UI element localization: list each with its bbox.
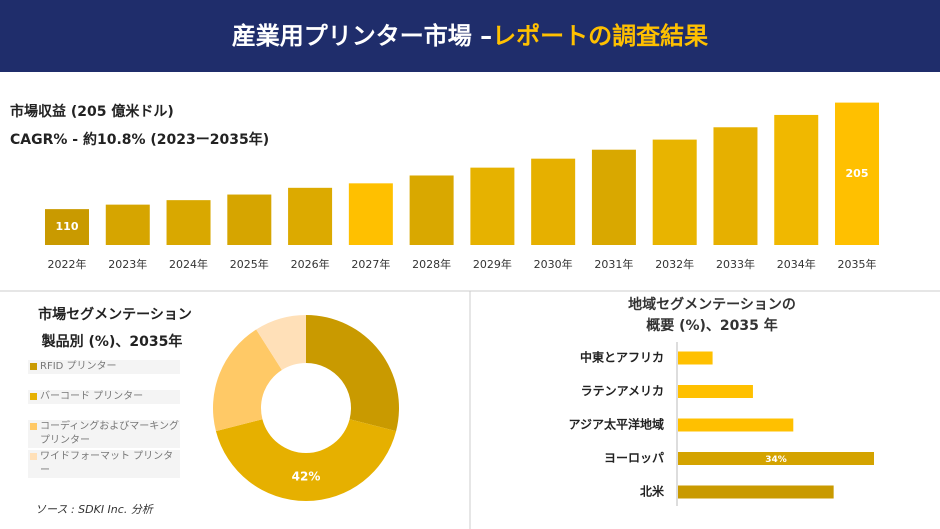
x-tick-label: 2033年 [716, 257, 755, 271]
y-tick-label: 中東とアフリカ [580, 350, 664, 365]
bar [288, 187, 333, 245]
legend-item: ワイドフォーマット プリンター [28, 450, 180, 478]
chart-title: 概要 (%)、2035 年 [646, 317, 778, 334]
legend-swatch [30, 363, 37, 370]
chart-title: 地域セグメンテーションの [628, 296, 796, 313]
legend-swatch [30, 393, 37, 400]
legend-swatch [30, 423, 37, 430]
data-label: 42% [292, 470, 321, 484]
y-tick-label: ラテンアメリカ [581, 384, 664, 398]
bar [774, 114, 819, 245]
data-label: 205 [846, 167, 869, 180]
bar [45, 209, 89, 245]
donut-slice [215, 419, 397, 502]
bar [531, 158, 576, 245]
data-label: 34% [765, 455, 787, 465]
bar [713, 127, 758, 245]
y-tick-label: ヨーロッパ [604, 451, 664, 465]
bar [409, 175, 454, 245]
y-tick-label: 北米 [640, 484, 665, 499]
legend-item: RFID プリンター [28, 360, 180, 374]
legend-swatch [30, 453, 37, 460]
bar [678, 485, 834, 499]
bar [678, 385, 753, 398]
bar [678, 351, 713, 365]
donut-slice [213, 329, 282, 432]
legend-item: バーコード プリンター [28, 390, 180, 404]
bar [652, 139, 697, 245]
x-tick-label: 2030年 [534, 257, 573, 271]
x-tick-label: 2029年 [473, 257, 512, 271]
bar [835, 102, 880, 245]
x-tick-label: 2023年 [108, 257, 147, 271]
legend-label: ワイドフォーマット プリンター [40, 451, 174, 476]
legend-label: バーコード プリンター [40, 391, 144, 402]
x-tick-label: 2035年 [838, 257, 877, 271]
bar [166, 200, 211, 245]
x-tick-label: 2022年 [48, 257, 87, 271]
bar [591, 149, 636, 245]
bar [678, 452, 874, 465]
bar [227, 194, 272, 245]
x-tick-label: 2024年 [169, 257, 208, 271]
data-label: 110 [56, 220, 79, 233]
y-tick-label: アジア太平洋地域 [568, 417, 664, 432]
legend-item: コーディングおよびマーキング プリンター [28, 420, 180, 448]
donut-slice [306, 315, 399, 432]
legend-label: RFID プリンター [40, 361, 117, 372]
x-tick-label: 2026年 [291, 257, 330, 271]
source: ソース : SDKI Inc. 分析 [35, 503, 155, 516]
bar [348, 183, 393, 245]
chart-subtitle: 製品別 (%)、2035年 [41, 333, 183, 350]
x-tick-label: 2031年 [594, 257, 633, 271]
chart-subtitle: 市場収益 (205 億米ドル) [10, 103, 174, 120]
donut-slice [256, 315, 306, 371]
x-tick-label: 2032年 [655, 257, 694, 271]
x-tick-label: 2027年 [351, 257, 390, 271]
x-tick-label: 2025年 [230, 257, 269, 271]
bar [470, 167, 515, 245]
bar [105, 204, 150, 245]
x-tick-label: 2034年 [777, 257, 816, 271]
header-bar [0, 0, 940, 72]
x-tick-label: 2028年 [412, 257, 451, 271]
bar [678, 418, 794, 432]
title-main: 産業用プリンター市場 – [232, 22, 492, 50]
title-highlight: レポートの調査結果 [492, 22, 708, 50]
header-title: 産業用プリンター市場 –レポートの調査結果 [232, 22, 708, 50]
chart-title: 市場セグメンテーション [38, 306, 192, 323]
chart-note: CAGR% - 約10.8% (2023ー2035年) [10, 131, 269, 148]
legend-label: コーディングおよびマーキング プリンター [40, 421, 179, 446]
